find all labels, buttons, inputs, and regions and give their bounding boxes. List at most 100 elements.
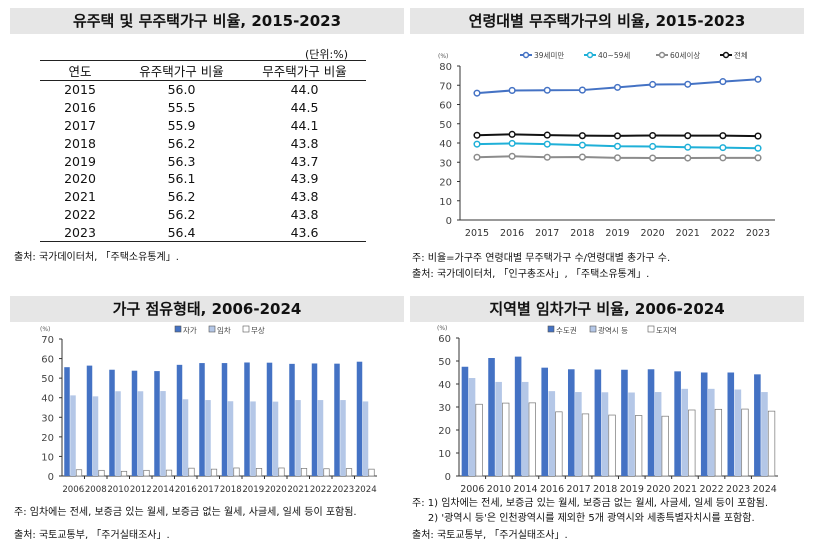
data-point (578, 86, 586, 94)
bar (115, 391, 121, 476)
bar (160, 391, 166, 476)
cell-owner-ratio: 56.1 (167, 171, 196, 187)
x-tick-label: 2010 (107, 485, 129, 495)
bar (205, 400, 211, 476)
bar (188, 467, 195, 477)
chart-title-age: 연령대별 무주택가구의 비율, 2015-2023 (410, 8, 804, 34)
data-point (613, 83, 622, 91)
bar (182, 399, 189, 476)
x-tick-label: 2006 (460, 484, 484, 495)
legend-square-icon (589, 325, 597, 333)
data-point (578, 153, 586, 161)
y-tick-label: 0 (445, 472, 451, 483)
data-point (508, 139, 516, 147)
data-point (684, 132, 692, 140)
data-point (754, 75, 762, 83)
bar (575, 392, 582, 476)
cell-year: 2020 (64, 171, 96, 187)
legend-label: 임차 (217, 326, 231, 335)
table-row: 2017 55.9 44.1 (40, 117, 366, 135)
data-point (684, 143, 692, 151)
data-point (473, 153, 481, 161)
y-tick-label: 0 (446, 216, 452, 227)
x-tick-label: 2021 (287, 485, 309, 495)
x-tick-label: 2022 (711, 228, 735, 239)
data-point (649, 80, 657, 89)
cell-year: 2015 (64, 82, 96, 98)
cell-nonowner-ratio: 43.8 (290, 206, 319, 222)
cell-owner-ratio: 56.3 (167, 153, 196, 169)
bar (601, 392, 609, 476)
y-tick-label: 30 (438, 403, 451, 414)
y-tick-label: 10 (439, 197, 452, 208)
y-tick-label: 20 (41, 433, 54, 444)
table-row: 2021 56.2 43.8 (40, 188, 366, 206)
y-tick-label: 30 (41, 413, 54, 424)
bar (165, 469, 173, 477)
bar (468, 378, 476, 476)
table-row: 2023 56.4 43.6 (40, 223, 366, 243)
x-tick-label: 2024 (355, 485, 377, 495)
data-point (578, 132, 586, 140)
bar (488, 358, 495, 476)
bar (356, 361, 363, 476)
col-header-nonowner: 무주택가구 비율 (243, 60, 366, 81)
bar (340, 400, 346, 476)
x-tick-label: 2020 (646, 484, 670, 495)
cell-year: 2023 (40, 223, 120, 243)
bar (661, 415, 669, 477)
cell-year: 2016 (64, 100, 96, 116)
cell-nonowner-ratio: 43.8 (290, 189, 319, 205)
bar (86, 365, 93, 476)
bar (362, 401, 369, 476)
data-point (754, 132, 762, 140)
x-tick-label: 2018 (570, 228, 594, 239)
x-tick-label: 2020 (641, 228, 665, 239)
data-point (543, 140, 551, 148)
bar (654, 392, 662, 476)
legend-square-icon (242, 325, 250, 333)
y-tick-label: 60 (438, 334, 451, 345)
data-point (719, 132, 727, 140)
bar (244, 362, 250, 476)
bar (137, 391, 144, 476)
bar (227, 401, 234, 476)
x-tick-label: 2014 (152, 485, 174, 495)
data-point (649, 142, 657, 151)
data-point (684, 80, 692, 88)
data-point (754, 154, 762, 162)
x-tick-label: 2019 (242, 485, 264, 495)
table-row: 2019 56.3 43.7 (40, 152, 366, 170)
bar (741, 408, 749, 477)
x-tick-label: 2020 (265, 485, 287, 495)
cell-year: 2018 (64, 135, 96, 151)
bar (92, 396, 99, 476)
x-tick-label: 2018 (593, 484, 617, 495)
table-unit: (단위:%) (305, 48, 348, 61)
data-point (543, 131, 551, 139)
x-tick-label: 2022 (699, 484, 723, 495)
bar (761, 392, 768, 476)
data-point (649, 154, 657, 162)
x-tick-label: 2023 (332, 485, 354, 495)
data-point (754, 144, 762, 152)
y-tick-label: 20 (438, 426, 451, 437)
data-point (473, 131, 481, 139)
legend-label: 수도권 (556, 326, 577, 335)
bar (688, 409, 696, 477)
bar (674, 371, 681, 476)
x-tick-label: 2014 (513, 484, 537, 495)
cell-owner-ratio: 56.0 (167, 82, 196, 98)
cell-nonowner-ratio: 43.8 (290, 135, 319, 151)
cell-owner-ratio: 55.5 (167, 100, 196, 116)
x-tick-label: 2018 (220, 485, 242, 495)
bar (289, 363, 295, 476)
legend-label: 자가 (183, 326, 197, 335)
x-tick-label: 2017 (567, 484, 591, 495)
x-tick-label: 2023 (726, 484, 750, 495)
data-point (613, 142, 622, 150)
table-row: 2022 56.2 43.8 (40, 206, 366, 224)
data-point (508, 152, 516, 160)
y-tick-label: 50 (438, 357, 451, 368)
bar (521, 381, 529, 476)
